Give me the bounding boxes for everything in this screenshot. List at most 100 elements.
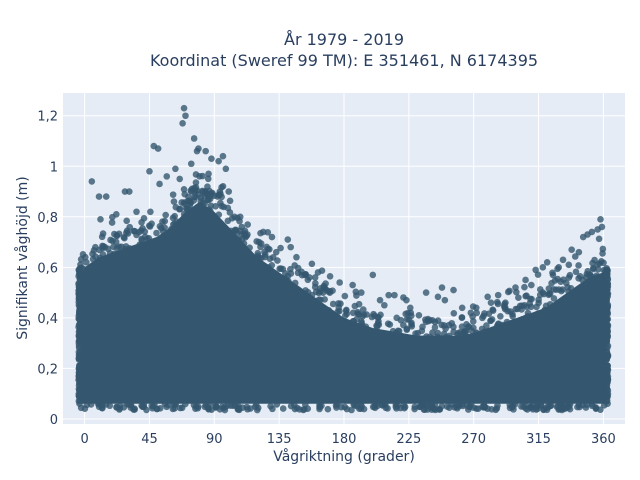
scatter-point <box>161 224 168 231</box>
scatter-point <box>434 293 442 301</box>
scatter-point <box>539 264 547 271</box>
scatter-point <box>359 313 366 320</box>
scatter-point <box>287 402 295 410</box>
x-tick-label: 315 <box>526 432 551 447</box>
scatter-point <box>342 320 350 328</box>
scatter-point <box>277 244 284 252</box>
scatter-point <box>472 304 480 312</box>
scatter-point <box>599 250 606 257</box>
scatter-point <box>422 289 430 296</box>
scatter-point <box>99 404 106 412</box>
scatter-point <box>565 288 572 295</box>
scatter-point <box>524 309 532 317</box>
scatter-point <box>454 329 462 337</box>
scatter-point <box>214 193 222 200</box>
y-axis-title: Signifikant våghöjd (m) <box>14 176 31 339</box>
scatter-point <box>176 175 184 183</box>
scatter-point <box>376 296 384 304</box>
scatter-point <box>260 228 267 236</box>
scatter-point <box>181 190 189 198</box>
scatter-point <box>99 230 107 237</box>
scatter-point <box>219 183 227 190</box>
scatter-point <box>306 274 313 281</box>
scatter-point <box>268 233 276 241</box>
scatter-point <box>326 287 334 295</box>
scatter-point <box>140 403 147 411</box>
scatter-point <box>125 188 133 195</box>
scatter-point <box>504 288 512 296</box>
scatter-point <box>588 400 596 408</box>
scatter-point <box>440 330 448 338</box>
scatter-point <box>199 207 207 214</box>
scatter-point <box>293 253 300 261</box>
scatter-point <box>423 336 430 343</box>
scatter-point <box>597 406 604 413</box>
scatter-point <box>180 104 188 112</box>
scatter-point <box>255 238 263 246</box>
scatter-point <box>375 321 383 328</box>
scatter-point <box>269 405 276 413</box>
scatter-point <box>497 313 504 320</box>
scatter-point <box>133 231 140 239</box>
scatter-point <box>545 291 553 299</box>
scatter-point <box>76 362 83 369</box>
scatter-point <box>108 219 116 226</box>
scatter-point <box>551 277 559 284</box>
scatter-point <box>253 401 260 409</box>
scatter-point <box>227 402 235 409</box>
scatter-point <box>467 309 475 317</box>
scatter-point <box>231 213 238 221</box>
scatter-point <box>481 328 489 335</box>
scatter-point <box>593 272 600 279</box>
scatter-point <box>360 405 368 413</box>
scatter-point <box>95 400 102 408</box>
x-tick-label: 270 <box>461 432 486 447</box>
scatter-point <box>353 292 360 299</box>
scatter-point <box>215 157 222 165</box>
scatter-point <box>101 256 109 263</box>
scatter-point <box>532 266 539 274</box>
scatter-point <box>266 255 274 263</box>
scatter-point <box>75 291 83 298</box>
scatter-point <box>284 236 292 243</box>
scatter-point <box>320 284 328 291</box>
scatter-point <box>99 251 107 258</box>
scatter-point <box>208 406 215 414</box>
scatter-point <box>254 249 262 257</box>
scatter-point <box>474 405 482 412</box>
scatter-point <box>244 221 251 228</box>
scatter-point <box>559 405 567 413</box>
scatter-point <box>206 195 214 203</box>
scatter-point <box>312 297 319 305</box>
scatter-point <box>487 299 495 307</box>
scatter-point <box>169 405 177 413</box>
scatter-point <box>75 270 83 278</box>
scatter-point <box>603 305 611 312</box>
scatter-point <box>324 405 332 413</box>
scatter-point <box>549 271 557 279</box>
scatter-point <box>218 202 225 210</box>
scatter-point <box>481 403 489 411</box>
scatter-point <box>568 246 575 253</box>
scatter-point <box>400 321 407 329</box>
scatter-point <box>566 271 574 279</box>
scatter-point <box>76 305 84 312</box>
scatter-point <box>205 170 212 178</box>
scatter-point <box>543 258 551 266</box>
scatter-point <box>196 172 203 180</box>
scatter-point <box>97 216 104 223</box>
scatter-point <box>603 337 611 345</box>
x-tick-label: 0 <box>80 432 88 447</box>
scatter-point <box>406 304 414 312</box>
scatter-point <box>604 390 612 398</box>
scatter-point <box>368 313 376 321</box>
scatter-point <box>584 267 592 275</box>
chart-title-line-1: År 1979 - 2019 <box>284 30 404 49</box>
scatter-point <box>236 213 244 221</box>
scatter-point <box>222 403 229 410</box>
scatter-point <box>113 244 121 252</box>
scatter-point <box>588 228 596 236</box>
scatter-point <box>75 283 83 291</box>
